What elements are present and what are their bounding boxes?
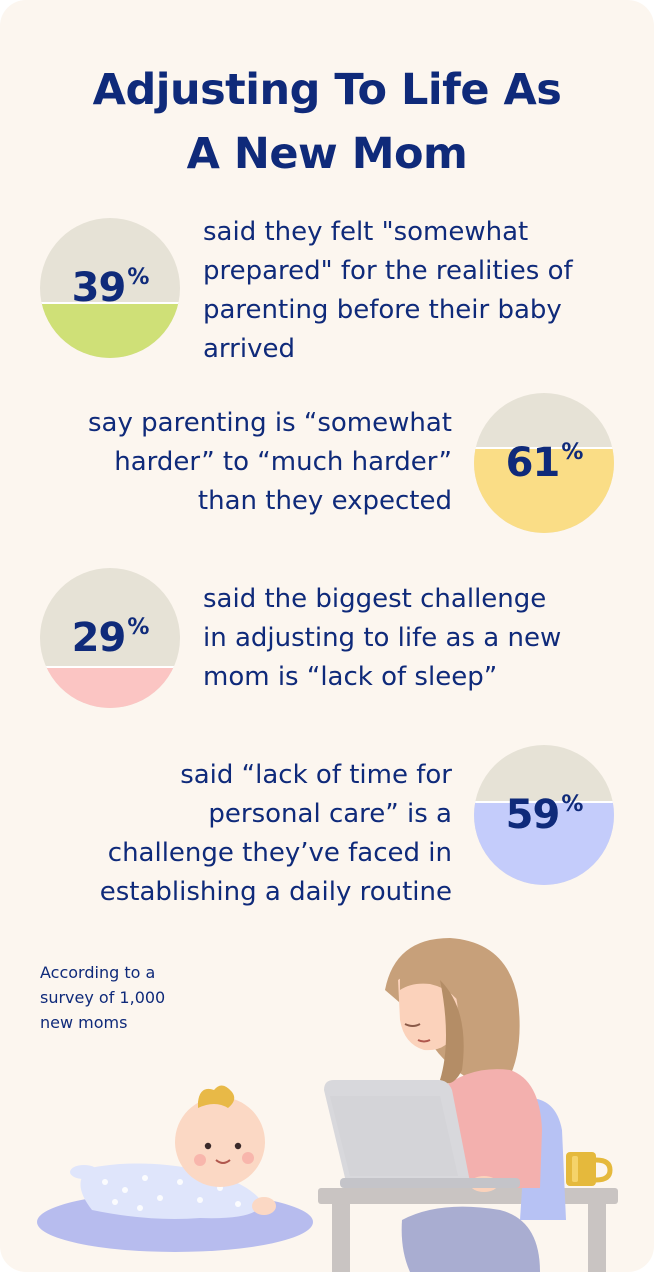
stat-4-percent: 59%: [474, 745, 614, 885]
stat-3-circle: 29%: [40, 568, 180, 708]
stat-1-line: prepared" for the realities of: [203, 256, 573, 286]
percent-symbol: %: [561, 792, 583, 817]
stat-2-percent: 61%: [474, 393, 614, 533]
mom-illustration: [385, 938, 542, 1272]
stat-4-text: said “lack of time for personal care” is…: [20, 756, 452, 912]
stat-1-fill: [40, 303, 180, 358]
title-line-1: Adjusting To Life As: [92, 65, 562, 115]
source-note: According to a survey of 1,000 new moms: [40, 960, 220, 1035]
stat-2-text: say parenting is “somewhat harder” to “m…: [20, 404, 452, 521]
title-line-2: A New Mom: [186, 129, 468, 179]
stat-3-line: mom is “lack of sleep”: [203, 662, 498, 692]
stat-3-fill: [40, 667, 180, 708]
stat-4-fill: [474, 802, 614, 885]
stat-4-line: said “lack of time for: [180, 760, 452, 790]
stat-1-line: said they felt "somewhat: [203, 217, 529, 247]
stat-1-value: 39: [71, 265, 127, 311]
illustration: [37, 938, 618, 1272]
stat-1-percent: 39%: [40, 218, 180, 358]
stat-1-line: parenting before their baby: [203, 295, 562, 325]
source-note-line: survey of 1,000: [40, 988, 166, 1007]
stat-1-rule: [40, 302, 180, 305]
stat-2-line: harder” to “much harder”: [114, 447, 452, 477]
stat-2-value: 61: [505, 440, 561, 486]
stat-2-rule: [474, 446, 614, 449]
stat-3-rule: [40, 666, 180, 669]
stat-4-line: personal care” is a: [208, 799, 452, 829]
laptop-illustration: [324, 1080, 520, 1188]
stat-4-line: establishing a daily routine: [99, 877, 452, 907]
mug-icon: [566, 1152, 613, 1186]
stat-4-rule: [474, 801, 614, 804]
stat-1-text: said they felt "somewhat prepared" for t…: [203, 213, 633, 369]
stat-3-value: 29: [71, 615, 127, 661]
percent-symbol: %: [127, 615, 149, 640]
stat-3-percent: 29%: [40, 568, 180, 708]
stat-3-line: said the biggest challenge: [203, 584, 547, 614]
stat-4-circle: 59%: [474, 745, 614, 885]
stat-4-line: challenge they’ve faced in: [107, 838, 452, 868]
stat-3-line: in adjusting to life as a new: [203, 623, 562, 653]
stat-1-circle: 39%: [40, 218, 180, 358]
stat-2-line: say parenting is “somewhat: [88, 408, 452, 438]
source-note-line: According to a: [40, 963, 156, 982]
stat-4-value: 59: [505, 792, 561, 838]
page-title: Adjusting To Life As A New Mom: [0, 58, 654, 186]
stat-2-circle: 61%: [474, 393, 614, 533]
percent-symbol: %: [127, 265, 149, 290]
stat-1-line: arrived: [203, 334, 295, 364]
stat-2-fill: [474, 447, 614, 533]
stat-2-line: than they expected: [197, 486, 452, 516]
percent-symbol: %: [561, 440, 583, 465]
baby-illustration: [70, 1085, 276, 1219]
source-note-line: new moms: [40, 1013, 128, 1032]
stat-3-text: said the biggest challenge in adjusting …: [203, 580, 633, 697]
